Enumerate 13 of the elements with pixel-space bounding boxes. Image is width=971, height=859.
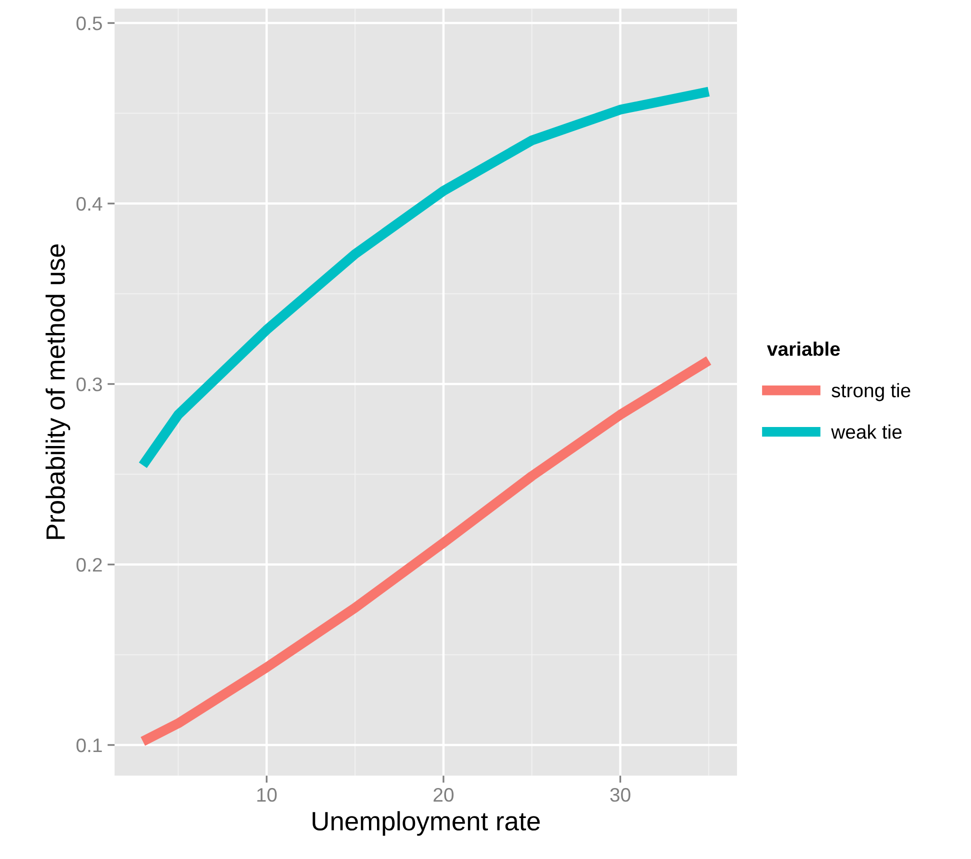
y-tick-label: 0.4 xyxy=(76,196,102,211)
y-tick-label: 0.5 xyxy=(76,16,102,30)
legend-label: weak tie xyxy=(831,424,902,439)
y-tick-label: 0.3 xyxy=(76,377,102,392)
x-tick-label: 20 xyxy=(434,788,454,802)
legend-title: variable xyxy=(767,342,840,356)
y-tick-label: 0.1 xyxy=(76,738,102,752)
legend-label: strong tie xyxy=(832,383,910,402)
x-tick-label: 10 xyxy=(257,788,277,802)
y-tick-label: 0.2 xyxy=(76,558,102,572)
x-tick-label: 30 xyxy=(610,788,630,802)
y-axis-title: Probability of method use xyxy=(46,244,70,539)
x-axis-title: Unemployment rate xyxy=(312,811,540,836)
